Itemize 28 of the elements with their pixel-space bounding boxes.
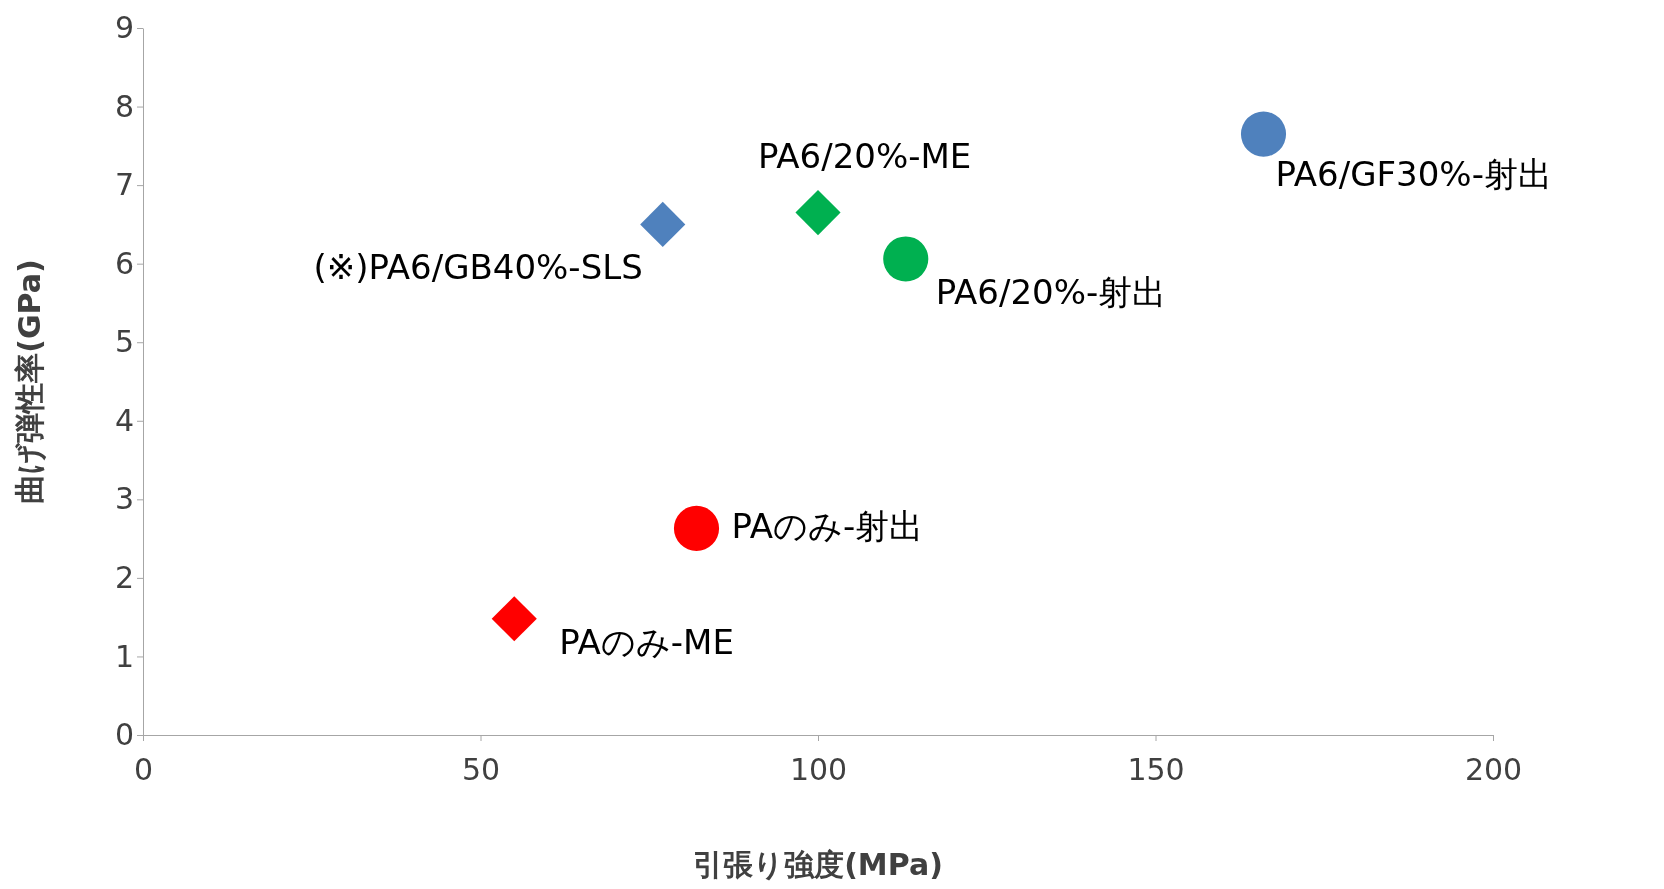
point bbox=[883, 236, 929, 282]
x-tick-label: 150 bbox=[1127, 752, 1185, 787]
x-axis-title: 引張り強度(MPa) bbox=[693, 847, 943, 882]
series-label: PAのみ-射出 bbox=[731, 506, 924, 547]
y-tick-label: 1 bbox=[114, 638, 134, 674]
series-label: PA6/GF30%-射出 bbox=[1275, 154, 1552, 195]
series-label: PA6/20%-射出 bbox=[935, 271, 1167, 312]
y-axis-title: 曲げ弾性率(GPa) bbox=[12, 259, 47, 504]
point bbox=[673, 505, 720, 551]
series-label: PAのみ-ME bbox=[559, 621, 734, 662]
y-tick-label: 5 bbox=[114, 324, 134, 360]
point bbox=[795, 190, 841, 236]
y-tick-label: 0 bbox=[114, 717, 134, 753]
y-tick-label: 2 bbox=[114, 559, 134, 595]
x-tick-label: 100 bbox=[789, 752, 848, 787]
point bbox=[640, 201, 686, 247]
y-tick-label: 9 bbox=[114, 10, 134, 46]
point bbox=[491, 596, 537, 642]
y-tick-label: 6 bbox=[114, 245, 134, 281]
series-label: PA6/20%-ME bbox=[758, 135, 972, 176]
series-label: (※)PA6/GB40%-SLS bbox=[313, 247, 643, 288]
y-tick-label: 4 bbox=[114, 402, 134, 438]
y-tick-label: 8 bbox=[114, 88, 134, 124]
y-tick-label: 7 bbox=[114, 167, 134, 203]
x-tick-label: 50 bbox=[461, 752, 501, 787]
y-tick-label: 3 bbox=[114, 481, 134, 517]
point bbox=[1240, 111, 1287, 157]
x-tick-label: 200 bbox=[1464, 752, 1523, 787]
